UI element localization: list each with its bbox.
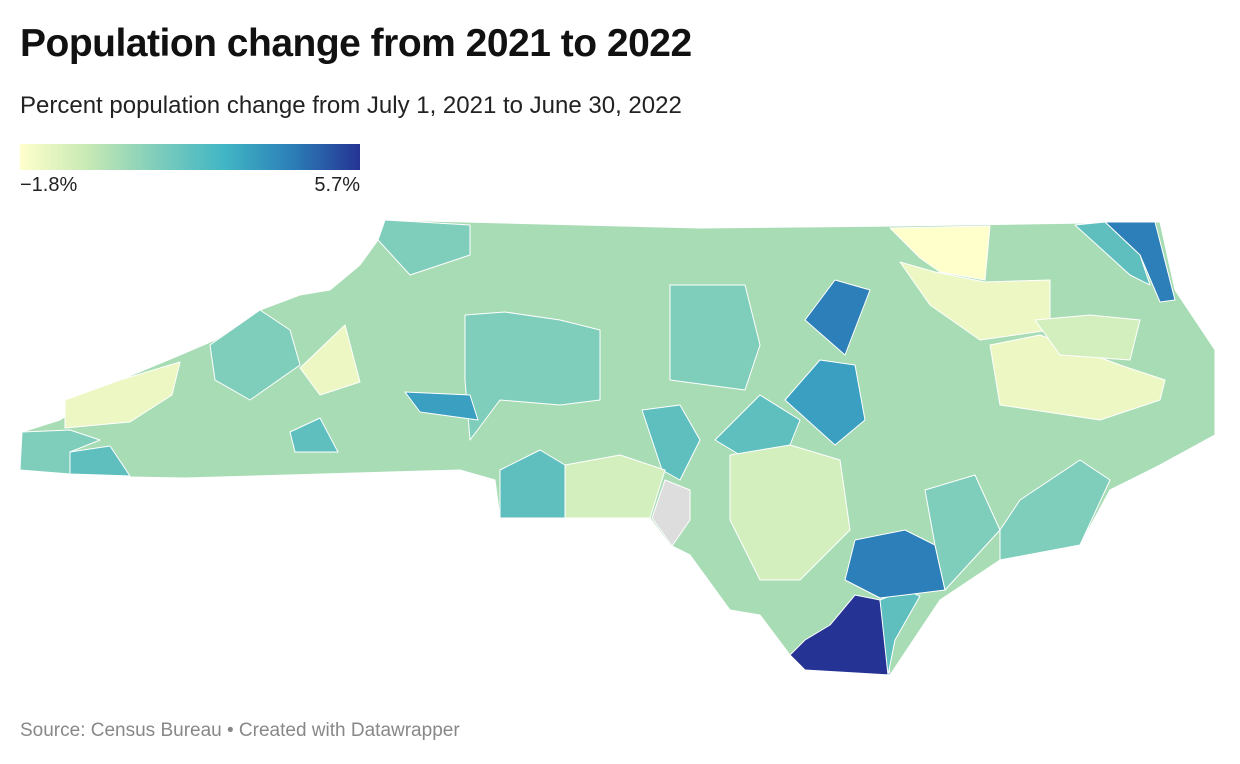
county-region-granville[interactable]: [804, 279, 871, 356]
county-region-central-north[interactable]: [669, 284, 761, 391]
county-region-west-pale[interactable]: [64, 361, 181, 429]
county-region-scotland-no-data[interactable]: [651, 479, 691, 547]
chart-title: Population change from 2021 to 2022: [20, 22, 692, 65]
legend-gradient-bar: [20, 144, 360, 170]
county-region-henderson[interactable]: [289, 417, 339, 453]
county-region-northeast-pale[interactable]: [899, 261, 1051, 341]
county-region-southwest-teal[interactable]: [19, 429, 101, 475]
color-legend: −1.8% 5.7%: [20, 144, 360, 196]
county-region-burke-pale[interactable]: [299, 324, 361, 396]
county-region-central-teal[interactable]: [641, 404, 701, 481]
county-region-northeast-teal[interactable]: [1074, 221, 1151, 286]
county-region-ashe[interactable]: [377, 219, 471, 276]
county-region-wake[interactable]: [784, 359, 866, 446]
legend-min-label: −1.8%: [20, 174, 78, 196]
county-region-catawba[interactable]: [404, 391, 479, 421]
legend-max-label: 5.7%: [314, 174, 360, 196]
chart-subtitle: Percent population change from July 1, 2…: [20, 92, 682, 119]
county-region-east-coast[interactable]: [999, 459, 1111, 561]
county-region-southeast-darkest[interactable]: [789, 594, 891, 676]
county-region-onslow[interactable]: [924, 474, 1001, 591]
county-region-sandhills[interactable]: [729, 444, 851, 581]
county-region-northeast-yellow[interactable]: [889, 225, 991, 281]
county-region-mountains[interactable]: [209, 309, 301, 401]
source-footer: Source: Census Bureau • Created with Dat…: [20, 720, 460, 741]
county-region-south-central-pale[interactable]: [564, 454, 666, 519]
county-region-hyde[interactable]: [1034, 314, 1141, 361]
